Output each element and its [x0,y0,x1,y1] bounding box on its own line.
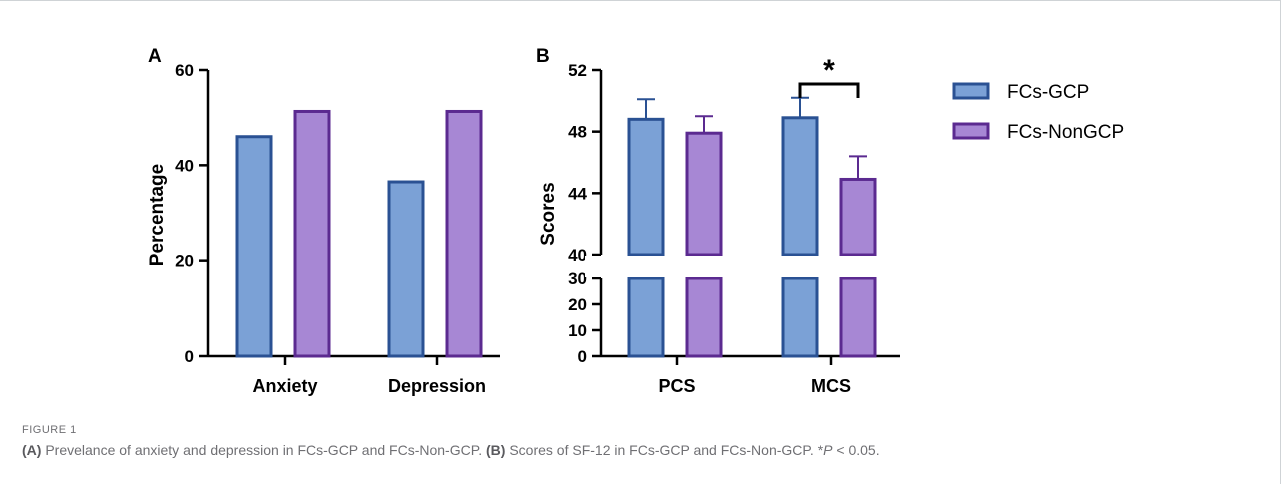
panel-a-y-tick-label: 40 [175,156,194,175]
panel-b-bar-lower-fcs-gcp-pcs [627,276,665,358]
panel-a-x-tick-label: Anxiety [252,376,317,396]
legend-swatch-fcs-gcp [952,82,990,100]
caption-b-tag: (B) [486,442,506,458]
panel-b-axis-break [585,256,905,277]
panel-b-x-tick-label: PCS [658,376,695,396]
panel-b-bar-upper-fcs-gcp-pcs [627,117,665,257]
panel-b-bar-upper-fcs-gcp-mcs [781,116,819,257]
panel-b-y-tick-label: 30 [568,269,587,288]
legend-swatch-fcs-nongcp [952,122,990,140]
panel-a-x-tick-label: Depression [388,376,486,396]
legend-label-fcs-gcp: FCs-GCP [1007,82,1089,103]
panel-b-chart: B 40 44 48 52 0 10 20 30 Scores PCS MCS * [536,46,905,396]
panel-b-bar-lower-fcs-nongcp-pcs [685,276,723,358]
panel-a-bar-fcs-nongcp-depression [445,109,483,358]
panel-a-y-tick-label: 0 [185,347,194,366]
panel-a-bar-fcs-nongcp-anxiety [293,109,331,358]
panel-b-bar-upper-fcs-nongcp-mcs [839,177,877,257]
panel-b-y-tick-label: 10 [568,321,587,340]
legend: FCs-GCP FCs-NonGCP [952,82,1124,143]
panel-b-letter: B [536,46,550,67]
panel-b-bar-upper-fcs-nongcp-pcs [685,131,723,257]
caption-p-symbol: P [823,442,833,458]
panel-a-bar-fcs-gcp-anxiety [235,135,273,358]
figure-label: FIGURE 1 [22,424,77,436]
panel-b-y-label: Scores [538,182,559,245]
panel-b-x-tick-label: MCS [811,376,851,396]
panel-b-y-tick-label: 44 [568,184,587,203]
figure-caption: (A) Prevelance of anxiety and depression… [22,442,880,458]
panel-b-y-tick-label: 0 [578,347,587,366]
caption-b-text: Scores of SF-12 in FCs-GCP and FCs-Non-G… [505,442,824,458]
panel-a-letter: A [148,46,162,67]
panel-b-bar-lower-fcs-nongcp-mcs [839,276,877,358]
figure-1: A 0 20 40 60 Percentage Anxiety Depression B 40 4… [147,46,1124,396]
panel-b-y-tick-label: 40 [568,246,587,265]
panel-b-y-tick-label: 48 [568,123,587,142]
panel-b-y-tick-label: 20 [568,295,587,314]
panel-a-chart: A 0 20 40 60 Percentage Anxiety Depression [147,46,500,396]
panel-a-bar-fcs-gcp-depression [387,180,425,358]
panel-b-bar-lower-fcs-gcp-mcs [781,276,819,358]
panel-a-y-tick-label: 20 [175,252,194,271]
panel-b-y-tick-label: 52 [568,61,587,80]
panel-a-y-label: Percentage [147,164,168,266]
panel-a-y-tick-label: 60 [175,61,194,80]
caption-a-text: Prevelance of anxiety and depression in … [41,442,487,458]
panel-b-significance-bracket [798,82,860,98]
legend-label-fcs-nongcp: FCs-NonGCP [1007,122,1124,143]
caption-p-text: < 0.05. [832,442,880,458]
caption-a-tag: (A) [22,442,42,458]
panel-b-significance-star: * [823,54,835,87]
